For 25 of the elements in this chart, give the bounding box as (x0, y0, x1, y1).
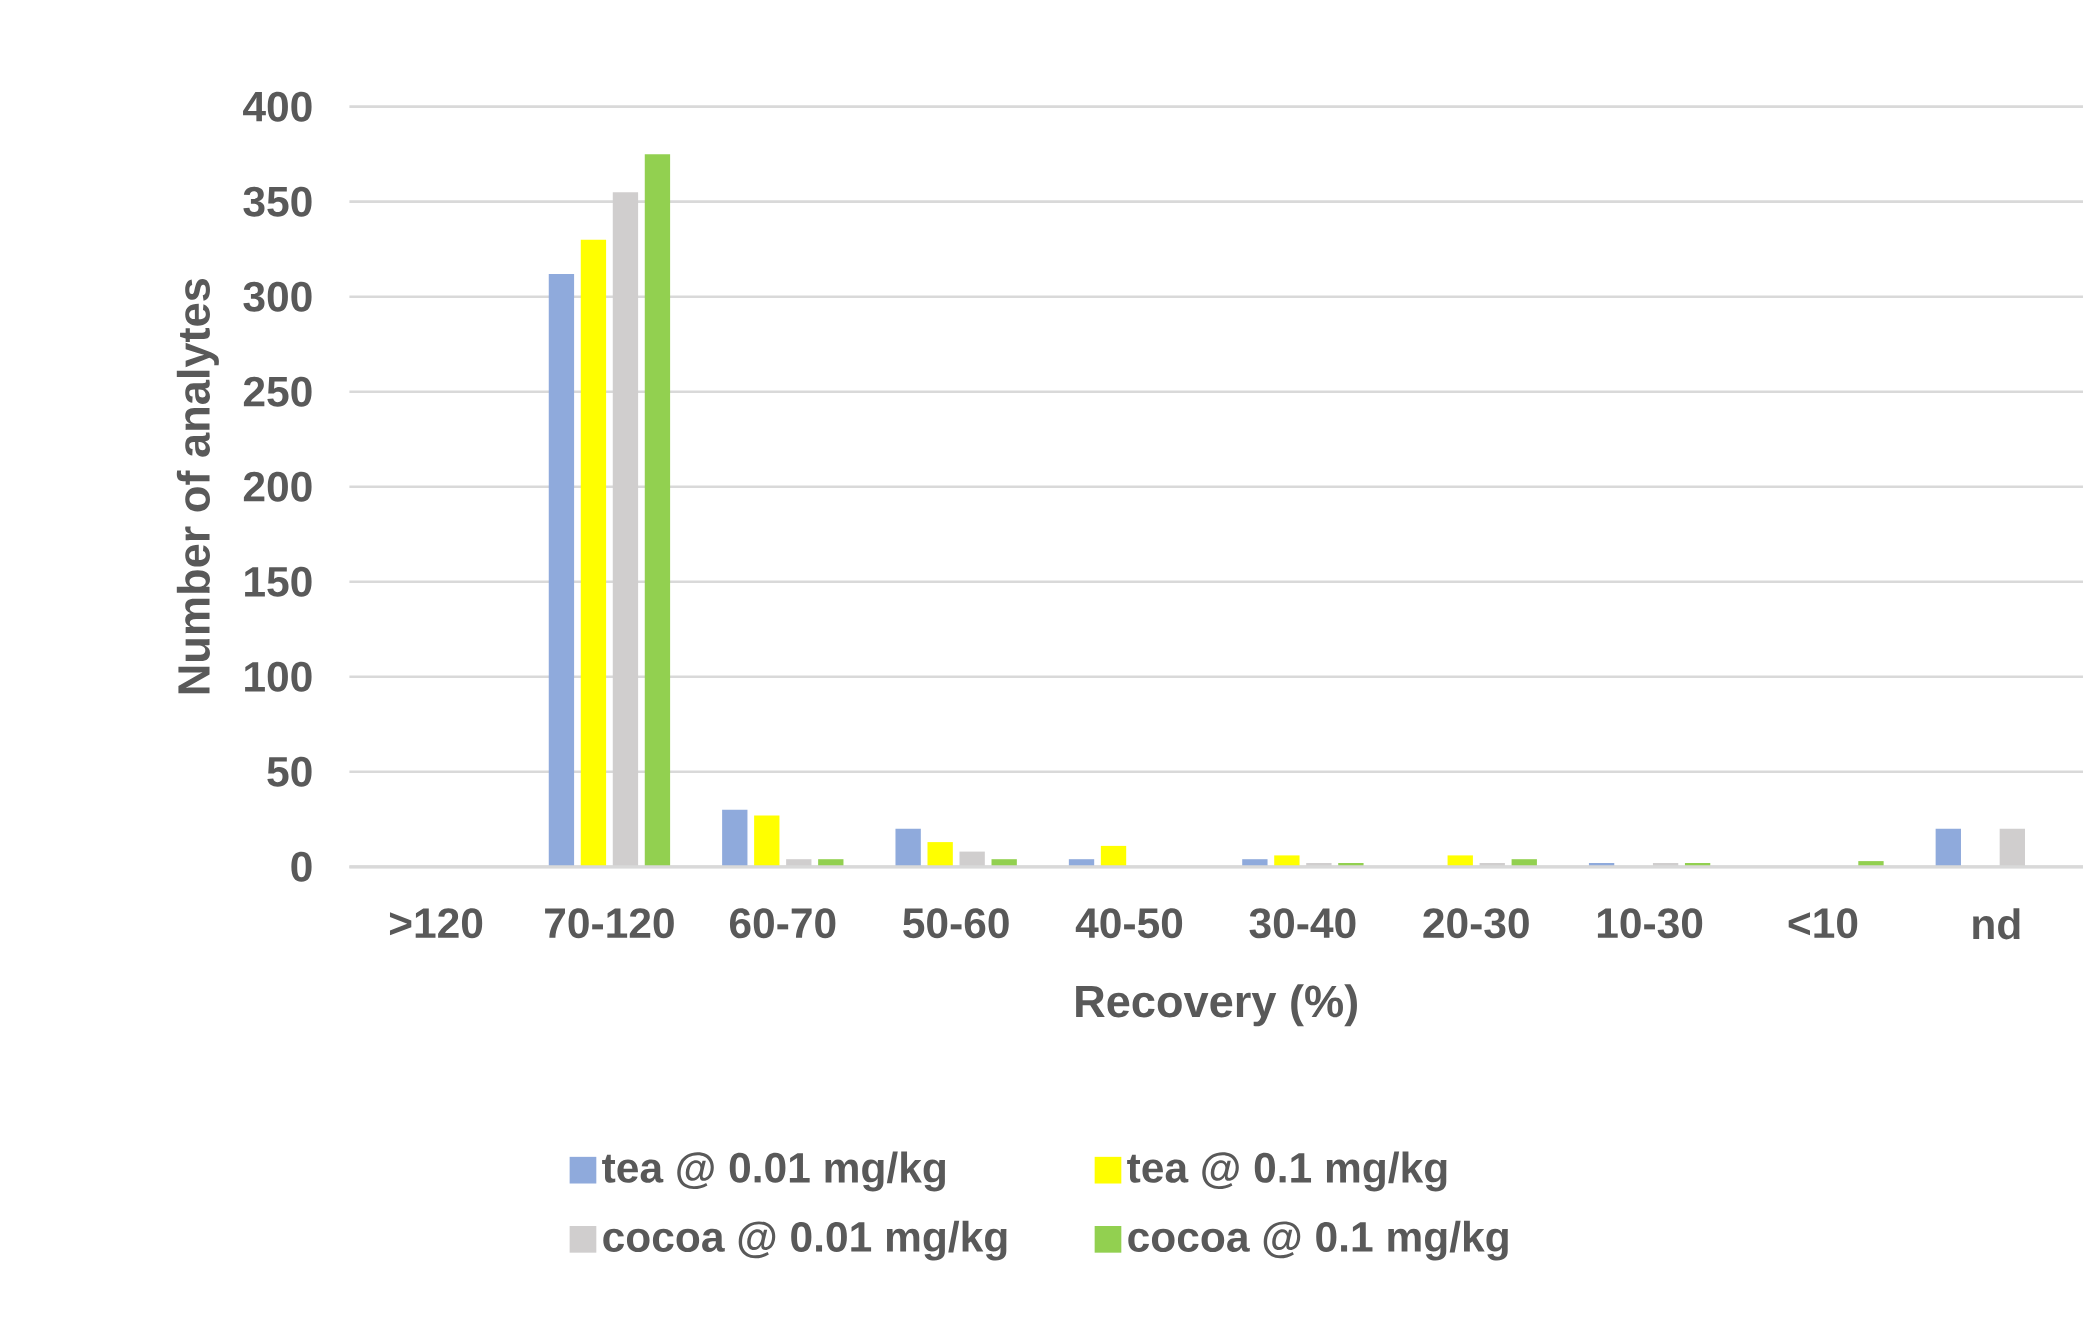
y-axis-title: Number of analytes (176, 279, 219, 694)
y-tick-label: 200 (243, 471, 312, 503)
legend-label: tea @ 0.01 mg/kg (602, 1151, 946, 1192)
y-tick-label: 400 (243, 91, 312, 122)
x-axis-title: Recovery (%) (1076, 984, 1357, 1027)
x-tick-label: 50-60 (903, 908, 1009, 939)
x-tick-label: 30-40 (1249, 908, 1356, 939)
x-tick-label: <10 (1788, 908, 1858, 939)
y-tick-label: 50 (267, 756, 312, 788)
x-tick-label: nd (1973, 908, 2020, 940)
y-tick-label: 0 (291, 851, 312, 883)
legend-label: tea @ 0.1 mg/kg (1127, 1151, 1447, 1192)
x-tick-label: 10-30 (1597, 908, 1703, 939)
y-tick-label: 300 (243, 281, 312, 313)
legend-label: cocoa @ 0.01 mg/kg (603, 1220, 1007, 1261)
x-tick-label: 60-70 (729, 908, 836, 939)
y-tick-label: 150 (245, 566, 312, 598)
x-tick-label: 70-120 (545, 908, 674, 939)
legend-label: cocoa @ 0.1 mg/kg (1128, 1220, 1508, 1261)
y-tick-label: 250 (243, 376, 312, 408)
y-tick-label: 100 (245, 661, 312, 693)
x-tick-label: 20-30 (1423, 908, 1529, 939)
x-tick-label: >120 (389, 908, 483, 939)
y-tick-label: 350 (243, 186, 312, 217)
x-tick-label: 40-50 (1075, 908, 1183, 939)
